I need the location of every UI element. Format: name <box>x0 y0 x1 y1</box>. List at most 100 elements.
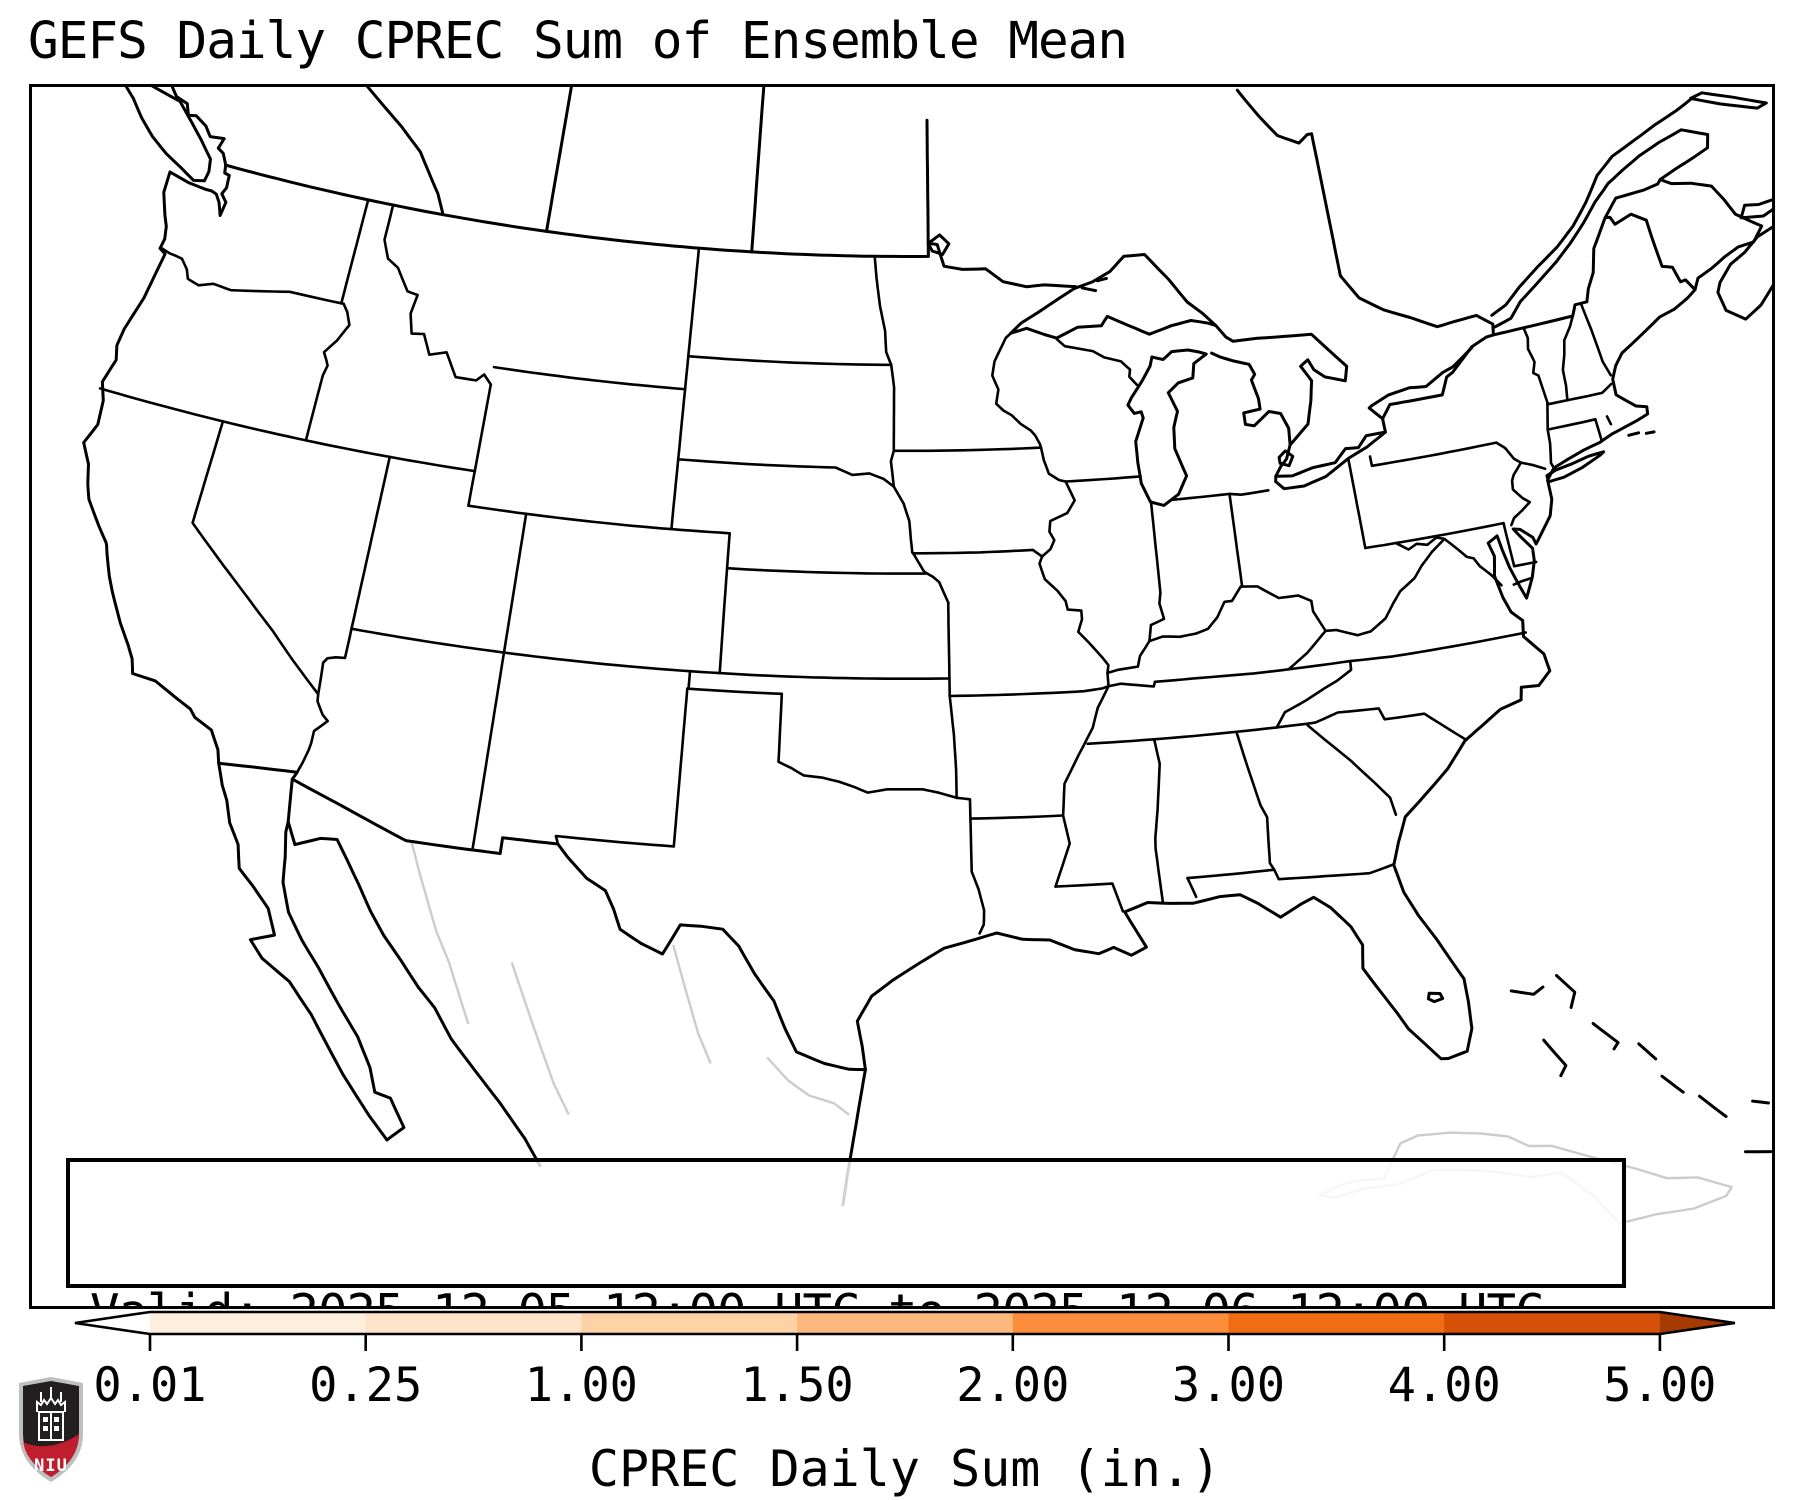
colorbar-tick-label: 0.25 <box>309 1358 422 1413</box>
coastline-border-path <box>545 87 573 233</box>
coastline-border-path <box>217 761 867 1072</box>
coastline-border-path <box>124 87 212 183</box>
coastline-border-path <box>168 163 231 217</box>
coastline-border-path <box>1591 1022 1620 1051</box>
state-border-path <box>1228 492 1244 588</box>
coastline-border-path <box>1660 1074 1685 1094</box>
state-border-path <box>676 458 896 488</box>
state-border-path <box>554 834 676 848</box>
coastline-border-path <box>281 777 406 1142</box>
state-border-path <box>687 669 692 690</box>
state-border-path <box>1235 730 1276 871</box>
coastline-border-path <box>82 170 221 765</box>
colorbar-tick-label: 1.00 <box>525 1358 638 1413</box>
state-border-path <box>687 354 893 367</box>
coastline-border-path <box>1555 974 1577 1009</box>
state-border-path <box>1106 585 1313 688</box>
coastline-border-path <box>1644 430 1656 435</box>
valid-line: Valid: 2025-12-05 12:00 UTC to 2025-12-0… <box>90 1283 1622 1306</box>
coastline-border-path <box>365 87 445 217</box>
state-border-path <box>340 198 370 305</box>
state-border-path <box>1502 521 1516 568</box>
coastline-border-path <box>855 893 1450 1072</box>
coastline-border-path <box>1484 212 1697 339</box>
state-border-path <box>991 331 1043 449</box>
state-border-path <box>1054 882 1125 913</box>
state-border-path <box>1495 441 1532 527</box>
state-border-path <box>911 548 1044 558</box>
coastline-border-path <box>1490 96 1695 317</box>
state-border-path <box>1152 738 1165 905</box>
coastline-border-path <box>217 761 389 1142</box>
coastline-border-path <box>224 163 1078 289</box>
state-border-path <box>948 694 958 800</box>
state-border-path <box>316 627 353 696</box>
state-border-path <box>873 255 893 367</box>
logo-text: NIU <box>34 1456 68 1476</box>
state-border-path <box>160 246 345 306</box>
state-border-path <box>1306 724 1398 816</box>
coastline-border-path <box>1214 324 1349 447</box>
coastline-border-path <box>1542 1038 1568 1078</box>
coastline-border-path <box>1274 430 1387 478</box>
coastline-border-path <box>1095 276 1108 283</box>
state-border-path <box>1546 382 1613 406</box>
state-border-path <box>1275 707 1468 742</box>
colorbar-segment <box>365 1312 583 1334</box>
state-border-path <box>672 687 689 848</box>
state-border-path <box>191 420 320 696</box>
minor-line-path <box>766 1056 850 1116</box>
state-border-path <box>1287 599 1327 671</box>
state-border-path <box>1546 418 1597 431</box>
coastline-border-path <box>1277 449 1295 468</box>
map-panel: Valid: 2025-12-05 12:00 UTC to 2025-12-0… <box>29 84 1775 1309</box>
state-border-path <box>1443 537 1503 587</box>
state-border-path <box>946 601 951 698</box>
minor-line-path <box>510 962 570 1115</box>
state-border-path <box>955 796 986 935</box>
state-border-path <box>350 455 392 630</box>
coastline-border-path <box>1716 225 1772 321</box>
state-border-path <box>1324 537 1446 637</box>
coastline-border-path <box>286 820 542 1168</box>
coastline-border-path <box>925 118 930 245</box>
valid-run-info-box: Valid: 2025-12-05 12:00 UTC to 2025-12-0… <box>66 1158 1626 1306</box>
colorbar-tick-label: 3.00 <box>1172 1358 1285 1413</box>
state-border-path <box>1186 863 1395 881</box>
colorbar-segment <box>1444 1312 1661 1334</box>
state-border-path <box>304 302 351 442</box>
colorbar: 0.01 0.25 1.00 1.50 2.00 3.00 4.00 5.00 CPREC Da… <box>74 1310 1736 1498</box>
colorbar-tick-label: 1.50 <box>741 1358 854 1413</box>
state-border-path <box>1064 475 1142 483</box>
state-border-path <box>948 684 1110 698</box>
page-title: GEFS Daily CPREC Sum of Ensemble Mean <box>28 12 1128 71</box>
state-border-path <box>383 203 493 386</box>
state-border-path <box>1364 521 1505 550</box>
state-border-path <box>1186 876 1198 899</box>
coastline-border-path <box>1637 1042 1658 1061</box>
coastline-border-path <box>1751 1099 1770 1105</box>
state-border-path <box>725 566 927 575</box>
state-border-path <box>473 383 493 473</box>
coastline-border-path <box>1603 178 1662 220</box>
minor-line-path <box>410 840 470 1025</box>
state-border-path <box>1561 314 1574 402</box>
niu-logo: NIU <box>19 1377 83 1482</box>
state-border-path <box>1605 415 1613 426</box>
colorbar-tick-label: 2.00 <box>956 1358 1069 1413</box>
logo-castle-icon <box>36 1387 66 1441</box>
coastline-border-path <box>1080 286 1098 293</box>
colorbar-tick-label: 5.00 <box>1603 1358 1716 1413</box>
coastline-border-path <box>1689 91 1768 110</box>
coastline-border-path <box>1509 985 1545 996</box>
coastline-border-path <box>1235 88 1314 145</box>
state-border-path <box>502 512 528 654</box>
state-border-path <box>1579 302 1613 377</box>
state-border-path <box>467 469 477 507</box>
state-border-path <box>1055 337 1139 387</box>
state-border-path <box>670 246 701 531</box>
coastline-border-path <box>1426 991 1445 1004</box>
state-border-path <box>1394 536 1446 551</box>
state-border-path <box>1594 418 1603 442</box>
coastline-border-path <box>1627 431 1641 437</box>
